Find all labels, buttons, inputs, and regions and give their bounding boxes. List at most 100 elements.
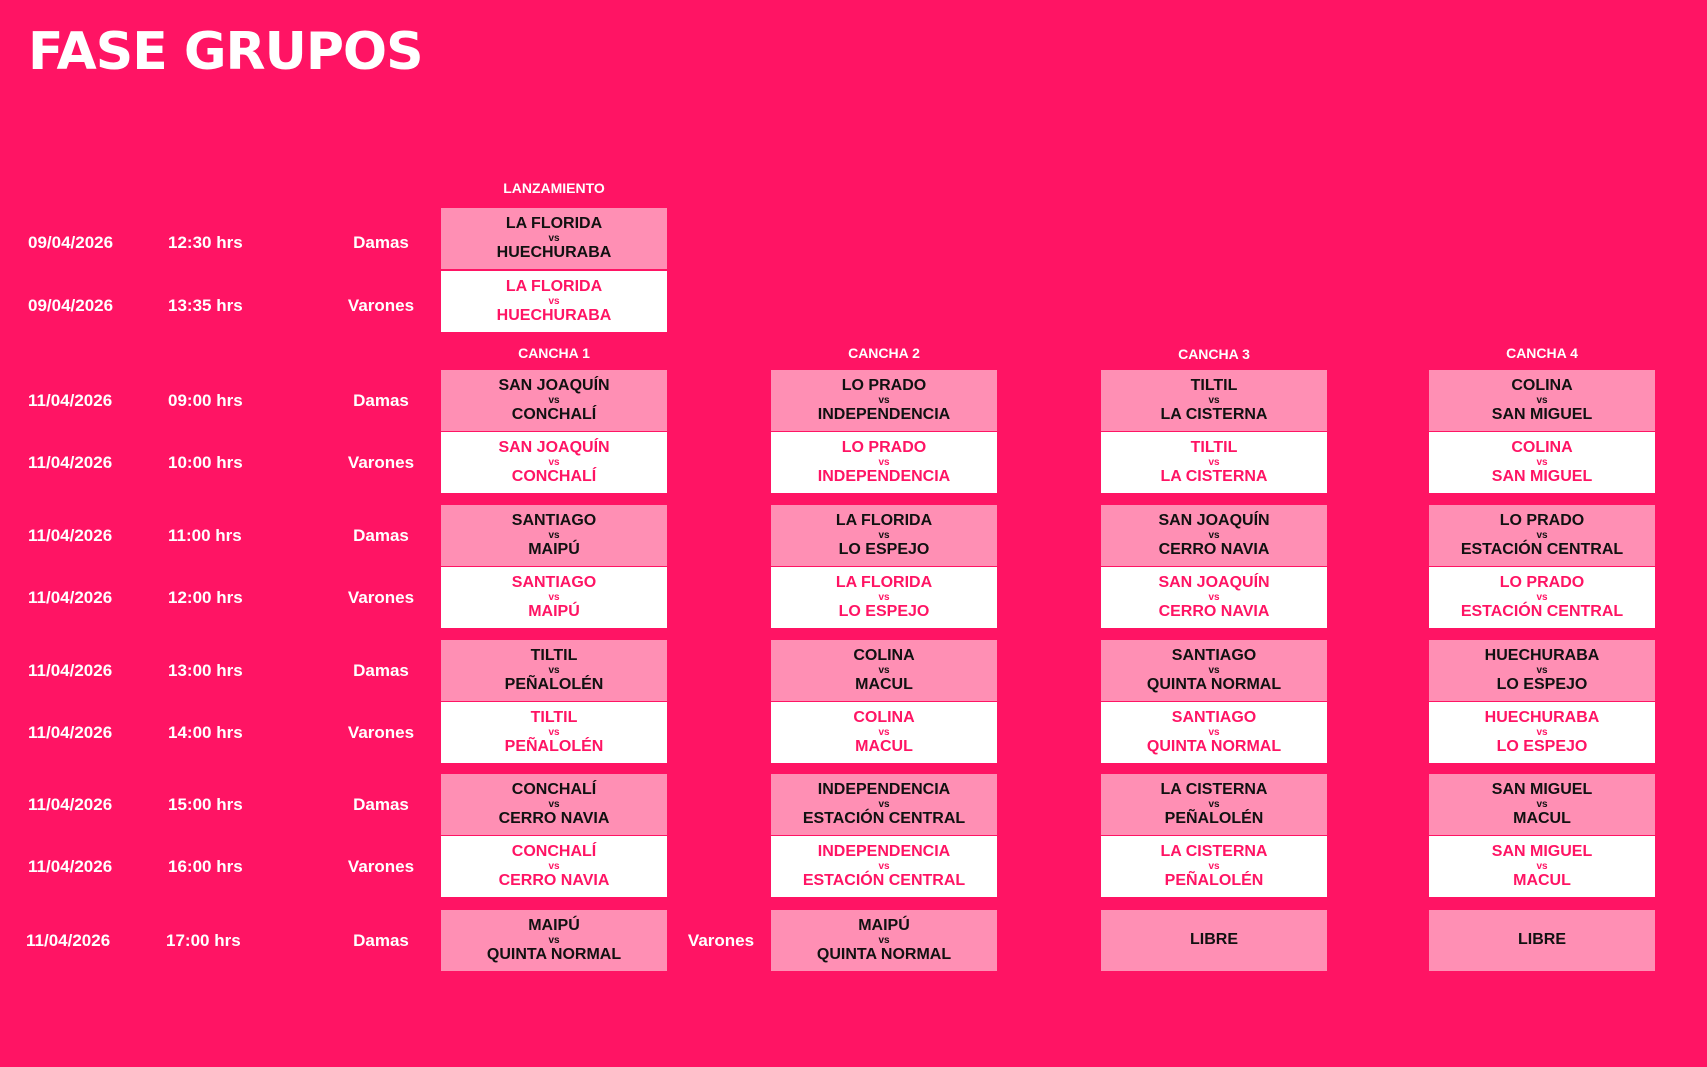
team-home: HUECHURABA (1484, 646, 1600, 664)
team-away: CONCHALÍ (511, 405, 597, 423)
row-time: 10:00 hrs (168, 453, 243, 472)
team-home: LO PRADO (841, 438, 927, 456)
header-cancha-4: CANCHA 4 (1506, 345, 1578, 361)
vs-label: vs (1208, 394, 1220, 406)
header-lanzamiento: LANZAMIENTO (503, 180, 605, 196)
match-box: SANTIAGO vs MAIPÚ (441, 505, 667, 566)
row-time: 11:00 hrs (168, 526, 242, 545)
vs-label: vs (878, 394, 890, 406)
row-date: 11/04/2026 (28, 391, 113, 410)
match-box: LA FLORIDA vs HUECHURABA (441, 271, 667, 332)
row-date: 11/04/2026 (28, 661, 113, 680)
team-away: LO ESPEJO (1496, 675, 1588, 693)
team-home: COLINA (1511, 438, 1573, 456)
team-away: PEÑALOLÉN (1164, 809, 1264, 827)
team-home: INDEPENDENCIA (817, 842, 951, 860)
vs-label: vs (878, 456, 890, 468)
match-box: SAN JOAQUÍN vs CONCHALÍ (441, 370, 667, 431)
row-category: Damas (353, 233, 409, 252)
match-box: SAN JOAQUÍN vs CONCHALÍ (441, 432, 667, 493)
vs-label: vs (548, 295, 560, 307)
libre-label: LIBRE (1190, 931, 1238, 949)
team-away: CERRO NAVIA (1158, 602, 1270, 620)
match-box: CONCHALÍ vs CERRO NAVIA (441, 774, 667, 835)
team-home: SANTIAGO (511, 511, 597, 529)
match-box: SAN JOAQUÍN vs CERRO NAVIA (1101, 505, 1327, 566)
vs-label: vs (548, 860, 560, 872)
match-box: COLINA vs SAN MIGUEL (1429, 432, 1655, 493)
match-box: MAIPÚ vs QUINTA NORMAL (771, 910, 997, 971)
team-home: COLINA (853, 646, 915, 664)
team-home: MAIPÚ (858, 916, 910, 934)
team-home: MAIPÚ (528, 916, 580, 934)
team-home: LA CISTERNA (1160, 842, 1268, 860)
row-category: Damas (353, 661, 409, 680)
vs-label: vs (878, 798, 890, 810)
team-home: TILTIL (1190, 376, 1238, 394)
team-home: LA FLORIDA (505, 214, 603, 232)
vs-label: vs (1208, 456, 1220, 468)
team-home: TILTIL (530, 708, 578, 726)
team-away: PEÑALOLÉN (504, 737, 604, 755)
row-category: Damas (353, 931, 409, 950)
row-time: 15:00 hrs (168, 795, 243, 814)
row-time: 13:35 hrs (168, 296, 243, 315)
team-home: COLINA (1511, 376, 1573, 394)
row-category: Damas (353, 391, 409, 410)
vs-label: vs (548, 664, 560, 676)
team-home: SAN JOAQUÍN (498, 438, 610, 456)
header-cancha-3: CANCHA 3 (1178, 346, 1250, 362)
team-away: PEÑALOLÉN (1164, 871, 1264, 889)
row-category: Damas (353, 526, 409, 545)
team-away: ESTACIÓN CENTRAL (802, 871, 966, 889)
row-date: 11/04/2026 (28, 588, 113, 607)
header-cancha-1: CANCHA 1 (518, 345, 590, 361)
match-box: SAN MIGUEL vs MACUL (1429, 774, 1655, 835)
row-time: 14:00 hrs (168, 723, 243, 742)
match-box: HUECHURABA vs LO ESPEJO (1429, 640, 1655, 701)
team-home: SANTIAGO (1171, 646, 1257, 664)
vs-label: vs (1208, 798, 1220, 810)
team-home: COLINA (853, 708, 915, 726)
row-date: 11/04/2026 (28, 795, 113, 814)
row-category: Varones (347, 857, 415, 876)
match-box: LA FLORIDA vs HUECHURABA (441, 208, 667, 269)
team-home: SAN JOAQUÍN (498, 376, 610, 394)
vs-label: vs (1208, 591, 1220, 603)
team-away: MACUL (1513, 809, 1571, 827)
team-away: SAN MIGUEL (1491, 405, 1593, 423)
match-box: MAIPÚ vs QUINTA NORMAL (441, 910, 667, 971)
team-away: ESTACIÓN CENTRAL (1460, 540, 1624, 558)
team-away: LO ESPEJO (838, 540, 930, 558)
team-home: SANTIAGO (1171, 708, 1257, 726)
team-away: LO ESPEJO (1496, 737, 1588, 755)
row-time: 13:00 hrs (168, 661, 243, 680)
team-home: LO PRADO (1499, 573, 1585, 591)
team-home: SAN MIGUEL (1491, 780, 1593, 798)
vs-label: vs (548, 456, 560, 468)
team-away: LA CISTERNA (1160, 405, 1268, 423)
vs-label: vs (548, 934, 560, 946)
match-box: SANTIAGO vs MAIPÚ (441, 567, 667, 628)
team-away: QUINTA NORMAL (1146, 737, 1282, 755)
row-category: Varones (347, 453, 415, 472)
team-away: ESTACIÓN CENTRAL (1460, 602, 1624, 620)
match-box: COLINA vs MACUL (771, 702, 997, 763)
match-box: LO PRADO vs INDEPENDENCIA (771, 432, 997, 493)
team-home: SAN MIGUEL (1491, 842, 1593, 860)
vs-label: vs (548, 232, 560, 244)
team-away: CERRO NAVIA (498, 809, 610, 827)
team-home: INDEPENDENCIA (817, 780, 951, 798)
match-box: TILTIL vs PEÑALOLÉN (441, 702, 667, 763)
team-away: LA CISTERNA (1160, 467, 1268, 485)
team-away: QUINTA NORMAL (816, 945, 952, 963)
match-box: LA CISTERNA vs PEÑALOLÉN (1101, 774, 1327, 835)
row-date: 11/04/2026 (28, 723, 113, 742)
vs-label: vs (1208, 726, 1220, 738)
team-away: MACUL (855, 737, 913, 755)
team-away: SAN MIGUEL (1491, 467, 1593, 485)
row-category: Varones (347, 588, 415, 607)
header-cancha-2: CANCHA 2 (848, 345, 920, 361)
team-home: SANTIAGO (511, 573, 597, 591)
team-away: MACUL (855, 675, 913, 693)
